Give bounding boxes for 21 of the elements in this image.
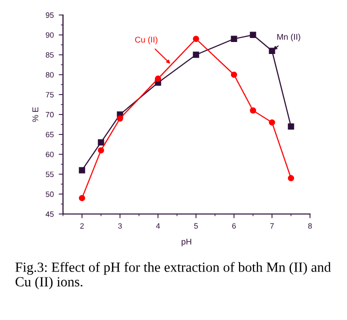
point [288,175,294,182]
point [230,72,238,78]
point [98,147,104,154]
x-axis-title: pH [182,238,192,246]
point [230,36,238,42]
point [268,48,276,54]
text: Cu (II) [135,36,158,44]
point [78,167,86,174]
point [98,139,104,146]
caption: Fig.3: Effect of pH for the extraction of both Mn (II) and Cu (II) ions. [15,262,331,290]
y-axis-title: % E [32,107,38,122]
point [192,36,200,42]
point [78,194,86,202]
point [154,76,162,82]
point [268,119,276,126]
point [116,115,124,122]
series-label: Mn (II) [277,34,300,42]
point [288,123,294,130]
point [250,32,256,38]
point [250,107,256,114]
point [192,52,200,58]
